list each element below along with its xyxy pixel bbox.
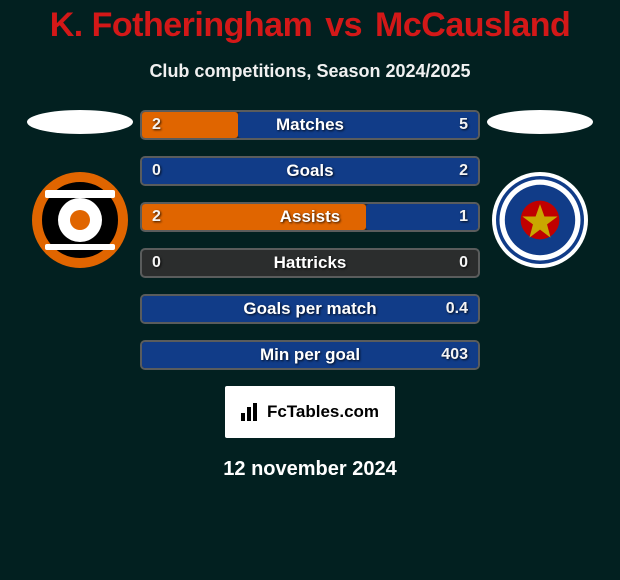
chart-icon: [241, 403, 263, 421]
vs-label: vs: [325, 6, 362, 44]
stat-bar: Assists 2 1: [140, 202, 480, 232]
footer-logo-text: FcTables.com: [267, 402, 379, 422]
stat-bar: Min per goal 403: [140, 340, 480, 370]
club-crest-right-svg: [496, 176, 584, 264]
stat-bar: Goals per match 0.4: [140, 294, 480, 324]
stat-bar-value-right: 2: [459, 162, 468, 180]
stat-bar-value-left: 0: [152, 254, 161, 272]
stat-bar-label: Hattricks: [274, 253, 347, 273]
left-column: [20, 110, 140, 268]
crest-top-scroll: [45, 190, 115, 198]
flag-icon-right: [487, 110, 593, 134]
stat-bar-label: Min per goal: [260, 345, 360, 365]
stat-bar-value-left: 2: [152, 116, 161, 134]
club-crest-left: [32, 172, 128, 268]
stat-bar-label: Assists: [280, 207, 340, 227]
player1-name: K. Fotheringham: [50, 6, 313, 44]
right-column: [480, 110, 600, 268]
player2-name: McCausland: [375, 6, 570, 44]
stat-bar-value-right: 0: [459, 254, 468, 272]
stat-bars: Matches25Goals02Assists21Hattricks00Goal…: [140, 110, 480, 370]
stat-bar: Matches 2 5: [140, 110, 480, 140]
title-row: K. Fotheringham vs McCausland: [50, 6, 571, 45]
stat-bar-value-left: 0: [152, 162, 161, 180]
club-crest-right: [492, 172, 588, 268]
footer-logo: FcTables.com: [225, 386, 395, 438]
stat-bar-fill-right: [238, 112, 478, 138]
stat-bar-label: Goals per match: [243, 299, 376, 319]
crest-disc: [58, 198, 102, 242]
date-label: 12 november 2024: [223, 458, 396, 481]
stat-bar: Hattricks 0 0: [140, 248, 480, 278]
infographic-root: K. Fotheringham vs McCausland Club compe…: [0, 0, 620, 580]
subtitle: Club competitions, Season 2024/2025: [149, 61, 470, 82]
stat-bar-value-right: 5: [459, 116, 468, 134]
crest-disc-inner: [70, 210, 90, 230]
stat-bar-label: Matches: [276, 115, 344, 135]
stat-bar: Goals 0 2: [140, 156, 480, 186]
crest-bottom-scroll: [45, 244, 115, 250]
stat-bar-value-left: 2: [152, 208, 161, 226]
stat-bar-value-right: 1: [459, 208, 468, 226]
stat-bar-value-right: 403: [441, 346, 468, 364]
stat-bar-label: Goals: [286, 161, 333, 181]
flag-icon-left: [27, 110, 133, 134]
body-row: Matches25Goals02Assists21Hattricks00Goal…: [0, 110, 620, 370]
stat-bar-value-right: 0.4: [446, 300, 468, 318]
